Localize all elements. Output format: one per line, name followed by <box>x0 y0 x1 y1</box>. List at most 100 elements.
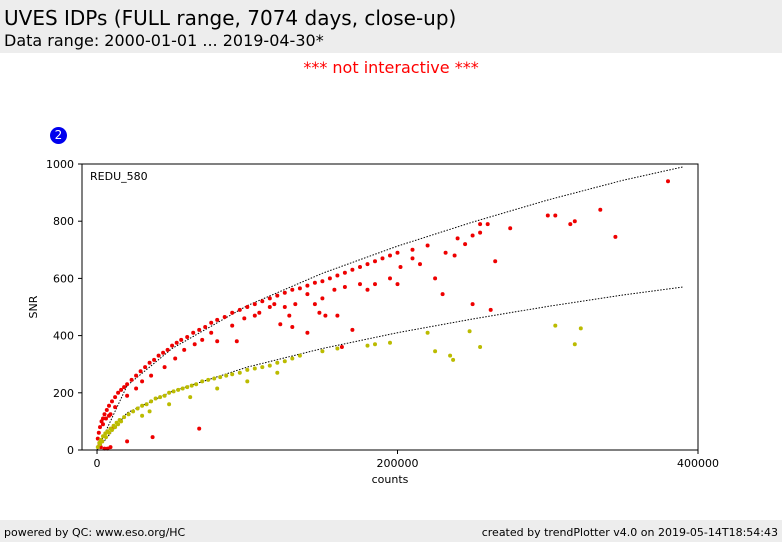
data-point <box>553 213 558 218</box>
data-point <box>470 233 475 238</box>
data-point <box>410 247 415 252</box>
data-point <box>433 349 438 354</box>
data-point <box>209 330 214 335</box>
data-point <box>327 276 332 281</box>
data-point <box>388 340 392 345</box>
data-point <box>104 416 108 421</box>
data-point <box>101 422 105 427</box>
data-point <box>173 356 178 361</box>
data-point <box>272 302 277 307</box>
data-point <box>119 387 124 392</box>
data-point <box>282 359 287 364</box>
x-tick-label: 200000 <box>377 457 419 470</box>
data-point <box>317 310 322 315</box>
data-point <box>339 345 344 349</box>
data-point <box>598 207 603 212</box>
data-point <box>342 270 347 275</box>
data-point <box>147 409 152 414</box>
data-point <box>237 370 242 375</box>
data-point <box>425 243 430 248</box>
data-point <box>418 262 422 267</box>
data-point <box>143 365 148 370</box>
not-interactive-notice: *** not interactive *** <box>303 58 479 77</box>
data-point <box>373 342 377 347</box>
data-point <box>125 439 130 444</box>
data-point <box>485 222 490 227</box>
data-point <box>572 219 577 224</box>
data-point <box>275 370 280 375</box>
y-tick-label: 200 <box>53 387 74 400</box>
data-point <box>282 290 287 295</box>
data-point <box>101 434 105 439</box>
data-point <box>224 373 229 378</box>
data-point <box>433 276 438 281</box>
data-point <box>297 353 302 358</box>
data-point <box>150 435 155 440</box>
data-point <box>451 357 456 362</box>
data-point <box>116 422 121 427</box>
data-point <box>153 396 158 401</box>
data-point <box>162 365 167 370</box>
data-point <box>140 413 145 418</box>
data-point <box>440 292 445 297</box>
data-point <box>125 382 130 387</box>
data-point <box>568 222 573 227</box>
data-point <box>613 234 618 239</box>
y-axis-label: SNR <box>27 295 40 318</box>
data-point <box>215 317 220 322</box>
data-point <box>222 315 227 319</box>
data-point <box>358 282 362 287</box>
data-point <box>245 379 250 384</box>
data-point <box>267 296 272 301</box>
fit-curve <box>96 166 684 451</box>
data-point <box>260 365 265 370</box>
data-point <box>278 322 283 327</box>
data-point <box>342 285 347 289</box>
data-point <box>293 302 298 307</box>
footer-created-by: created by trendPlotter v4.0 on 2019-05-… <box>481 526 778 539</box>
data-point <box>257 310 262 315</box>
data-point <box>131 409 136 414</box>
data-point <box>267 363 272 368</box>
y-tick-label: 800 <box>53 215 74 228</box>
x-tick-label: 0 <box>94 457 101 470</box>
data-point <box>200 337 205 342</box>
data-point <box>234 339 239 344</box>
data-point <box>260 299 265 304</box>
data-point <box>215 339 220 344</box>
data-point <box>162 393 167 398</box>
plot-number-badge: 2 <box>50 127 67 144</box>
data-point <box>350 267 355 272</box>
data-point <box>185 385 190 390</box>
data-point <box>104 408 109 412</box>
data-point <box>493 259 498 264</box>
data-point <box>545 213 550 218</box>
data-point <box>305 292 310 297</box>
data-point <box>358 265 362 269</box>
footer-powered-by: powered by QC: www.eso.org/HC <box>4 526 186 539</box>
data-point <box>95 436 100 441</box>
data-point <box>197 426 202 431</box>
data-point <box>245 367 250 372</box>
data-point <box>252 313 257 318</box>
y-tick-label: 1000 <box>46 158 74 171</box>
data-point <box>365 343 370 348</box>
data-point <box>395 250 400 255</box>
snr-scatter-chart: 0 200000 400000 0 200 400 600 800 1000 REDU_580… <box>27 158 719 486</box>
data-point <box>572 342 577 347</box>
data-point <box>373 282 377 287</box>
data-point <box>373 259 377 264</box>
data-point <box>161 350 166 355</box>
data-point <box>138 369 143 374</box>
data-point <box>320 296 325 301</box>
data-point <box>189 383 194 388</box>
data-point <box>129 377 134 382</box>
data-point <box>410 256 415 261</box>
data-point <box>282 305 287 309</box>
data-point <box>425 330 430 335</box>
data-point <box>578 326 583 331</box>
data-point <box>365 262 370 267</box>
data-point <box>134 373 139 378</box>
data-point <box>448 353 453 358</box>
data-point <box>149 399 154 404</box>
